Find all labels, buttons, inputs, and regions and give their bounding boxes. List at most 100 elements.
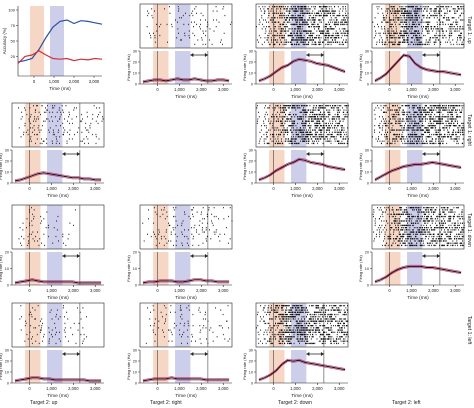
spike (299, 32, 301, 34)
rate-trace (14, 279, 102, 284)
spike (302, 17, 303, 19)
rate-error-lower (142, 280, 230, 285)
spike (387, 37, 388, 39)
spike (271, 127, 273, 129)
spike (395, 10, 397, 12)
rate-tick-label: 20 (133, 251, 137, 255)
spike (449, 26, 451, 28)
spike (417, 39, 419, 41)
spike (312, 116, 314, 118)
spike (326, 6, 327, 8)
time-tick-label: 0 (28, 288, 31, 293)
spike (290, 17, 292, 19)
spike (223, 6, 225, 8)
spike (415, 12, 417, 14)
spike (447, 120, 449, 122)
spike (21, 111, 23, 113)
spike (340, 120, 342, 122)
spike (293, 142, 295, 145)
spike (258, 6, 260, 8)
spike (143, 240, 145, 242)
spike (407, 12, 409, 14)
rate-tick-label: 0 (7, 284, 9, 288)
spike (56, 111, 58, 113)
spike (438, 111, 440, 113)
spike (316, 105, 317, 107)
spike (434, 26, 436, 28)
spike (280, 28, 282, 30)
spike (315, 138, 317, 140)
spike (181, 39, 183, 41)
spike (415, 116, 417, 118)
spike (442, 127, 444, 129)
spike (301, 136, 303, 138)
spike (215, 6, 217, 8)
spike (293, 136, 294, 138)
spike (329, 111, 331, 113)
spike (73, 224, 74, 227)
spike (325, 116, 327, 118)
rate-tick-label: 0 (135, 83, 137, 87)
spike (409, 120, 411, 122)
spike (449, 118, 451, 120)
spike (294, 107, 296, 109)
raster-frame (139, 204, 233, 250)
spike (400, 30, 401, 32)
spike (404, 10, 406, 12)
spike (311, 26, 312, 28)
spike (447, 41, 448, 43)
spike (445, 37, 447, 39)
rate-tick-label: 20 (5, 160, 9, 164)
spike (415, 23, 417, 26)
spike (302, 8, 304, 10)
spike (455, 138, 457, 140)
spike (30, 127, 31, 129)
spike (280, 122, 282, 125)
spike (415, 122, 417, 125)
spike (290, 43, 292, 46)
spike (401, 34, 403, 37)
spike (375, 30, 376, 32)
spike (320, 30, 322, 32)
spike (305, 39, 307, 41)
spike (395, 138, 397, 140)
spike (282, 129, 284, 131)
spike (343, 23, 345, 26)
spike (462, 39, 464, 41)
spike (181, 224, 183, 227)
spike (421, 21, 422, 23)
spike (313, 19, 315, 21)
spike (318, 41, 319, 43)
spike (302, 131, 304, 133)
spike (402, 8, 404, 10)
spike (213, 215, 215, 218)
spike (334, 127, 336, 129)
spike (156, 30, 158, 32)
spike (397, 105, 398, 107)
spike (438, 30, 440, 32)
spike (315, 118, 317, 120)
spike (325, 14, 327, 17)
spike (301, 17, 303, 19)
spike (311, 34, 313, 37)
spike (67, 238, 69, 240)
spike (334, 105, 336, 107)
spike (441, 21, 443, 23)
spike (291, 39, 293, 41)
spike (314, 136, 316, 138)
spike (290, 120, 292, 122)
spike (344, 17, 346, 19)
spike (320, 129, 321, 131)
spike (460, 28, 462, 30)
spike (46, 109, 48, 111)
spike (394, 12, 396, 14)
spike (95, 133, 97, 136)
spike (412, 6, 414, 8)
time-tick-label: 2,000 (196, 288, 207, 293)
spike (407, 10, 408, 12)
spike (291, 23, 293, 26)
spike (317, 138, 318, 140)
spike (84, 142, 86, 145)
spike (427, 32, 429, 34)
